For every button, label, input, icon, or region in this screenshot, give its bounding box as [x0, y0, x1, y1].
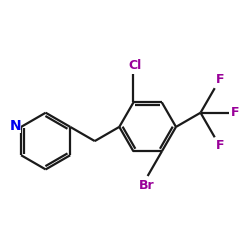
Text: N: N [10, 119, 22, 133]
Text: F: F [231, 106, 240, 119]
Text: F: F [216, 73, 224, 86]
Text: Br: Br [138, 179, 154, 192]
Text: Cl: Cl [128, 58, 141, 71]
Text: F: F [216, 139, 224, 152]
